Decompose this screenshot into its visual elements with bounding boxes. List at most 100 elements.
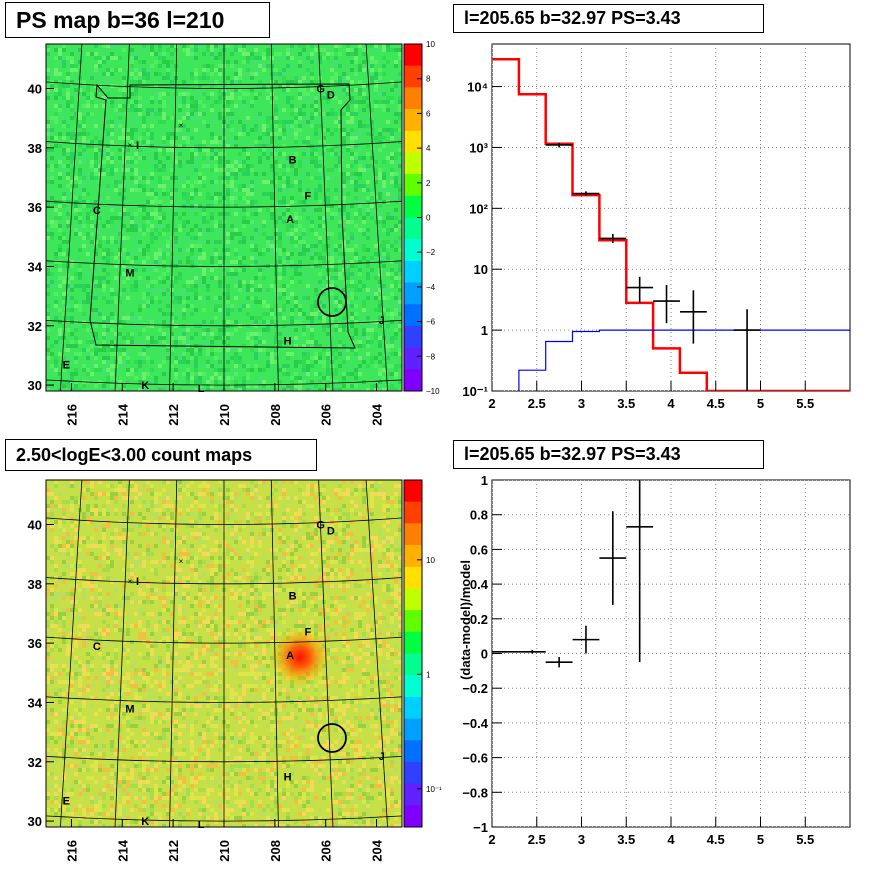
noise-cell [102, 296, 106, 300]
noise-cell [278, 72, 282, 76]
noise-cell [186, 88, 190, 92]
noise-cell [206, 364, 210, 368]
noise-cell [106, 68, 110, 72]
noise-cell [234, 372, 238, 376]
noise-cell [386, 156, 390, 160]
noise-cell [62, 384, 66, 388]
noise-cell [230, 336, 234, 340]
noise-cell [294, 588, 298, 592]
noise-cell [290, 260, 294, 264]
noise-cell [130, 224, 134, 228]
noise-cell [370, 56, 374, 60]
noise-cell [114, 316, 118, 320]
noise-cell [130, 516, 134, 520]
noise-cell [254, 344, 258, 348]
noise-cell [382, 252, 386, 256]
noise-cell [306, 296, 310, 300]
noise-cell [342, 204, 346, 208]
noise-cell [350, 500, 354, 504]
noise-cell [338, 236, 342, 240]
noise-cell [354, 348, 358, 352]
noise-cell [398, 100, 402, 104]
noise-cell [158, 256, 162, 260]
noise-cell [166, 104, 170, 108]
noise-cell [202, 364, 206, 368]
noise-cell [390, 588, 394, 592]
noise-cell [214, 504, 218, 508]
noise-cell [138, 612, 142, 616]
noise-cell [394, 300, 398, 304]
noise-cell [138, 600, 142, 604]
noise-cell [98, 64, 102, 68]
noise-cell [250, 332, 254, 336]
noise-cell [54, 252, 58, 256]
noise-cell [254, 116, 258, 120]
noise-cell [290, 44, 294, 48]
noise-cell [74, 516, 78, 520]
noise-cell [154, 112, 158, 116]
noise-cell [278, 120, 282, 124]
noise-cell [214, 184, 218, 188]
noise-cell [318, 568, 322, 572]
noise-cell [270, 236, 274, 240]
noise-cell [110, 564, 114, 568]
noise-cell [346, 608, 350, 612]
noise-cell [342, 228, 346, 232]
noise-cell [218, 304, 222, 308]
noise-cell [382, 44, 386, 48]
noise-cell [174, 372, 178, 376]
noise-cell [334, 196, 338, 200]
noise-cell [350, 220, 354, 224]
noise-cell [242, 488, 246, 492]
noise-cell [246, 72, 250, 76]
noise-cell [366, 124, 370, 128]
noise-cell [146, 620, 150, 624]
noise-cell [82, 224, 86, 228]
noise-cell [150, 96, 154, 100]
noise-cell [122, 488, 126, 492]
noise-cell [326, 360, 330, 364]
noise-cell [274, 72, 278, 76]
noise-cell [346, 364, 350, 368]
noise-cell [174, 300, 178, 304]
noise-cell [142, 120, 146, 124]
noise-cell [386, 256, 390, 260]
noise-cell [82, 160, 86, 164]
title-ps-map: PS map b=36 l=210 [5, 2, 270, 38]
noise-cell [102, 224, 106, 228]
noise-cell [102, 212, 106, 216]
noise-cell [318, 236, 322, 240]
noise-cell [70, 160, 74, 164]
noise-cell [310, 316, 314, 320]
noise-cell [366, 228, 370, 232]
noise-cell [90, 508, 94, 512]
noise-cell [178, 604, 182, 608]
noise-cell [158, 524, 162, 528]
noise-cell [290, 600, 294, 604]
noise-cell [178, 296, 182, 300]
noise-cell [282, 512, 286, 516]
noise-cell [190, 192, 194, 196]
noise-cell [330, 256, 334, 260]
noise-cell [274, 220, 278, 224]
noise-cell [166, 72, 170, 76]
noise-cell [262, 528, 266, 532]
noise-cell [126, 568, 130, 572]
noise-cell [326, 200, 330, 204]
noise-cell [282, 308, 286, 312]
noise-cell [386, 324, 390, 328]
noise-cell [62, 616, 66, 620]
noise-cell [270, 164, 274, 168]
noise-cell [174, 340, 178, 344]
noise-cell [130, 156, 134, 160]
noise-cell [346, 384, 350, 388]
noise-cell [178, 92, 182, 96]
noise-cell [178, 568, 182, 572]
noise-cell [342, 548, 346, 552]
noise-cell [118, 156, 122, 160]
noise-cell [46, 44, 50, 48]
noise-cell [326, 284, 330, 288]
noise-cell [206, 152, 210, 156]
noise-cell [214, 112, 218, 116]
noise-cell [182, 100, 186, 104]
